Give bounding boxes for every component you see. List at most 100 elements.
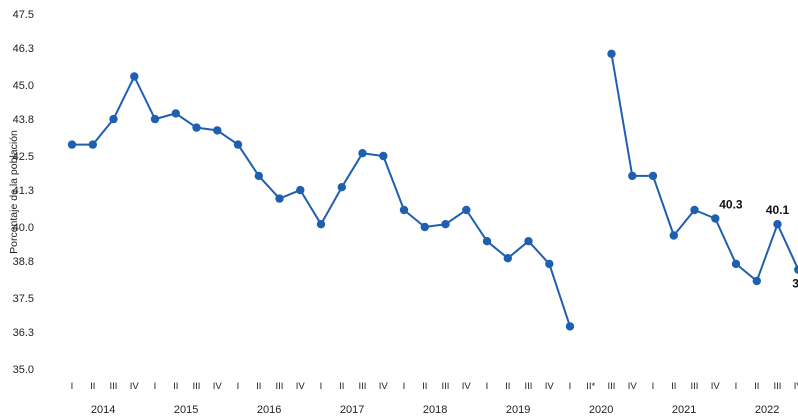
y-tick-label: 47.5 [13, 9, 34, 21]
x-tick-label: I [569, 381, 572, 392]
x-tick-label: II [671, 381, 676, 392]
year-label: 2016 [257, 404, 281, 416]
y-tick-label: 37.5 [13, 293, 34, 305]
year-label: 2017 [340, 404, 364, 416]
data-point [648, 171, 658, 181]
data-point [752, 276, 761, 286]
data-point [213, 126, 222, 135]
data-point [254, 171, 263, 181]
x-tick-label: IV [545, 381, 555, 392]
data-point [773, 220, 782, 229]
year-labels: 2014 2015 2016 2017 2018 2019 2020 2021 2022 [91, 404, 779, 416]
data-point [545, 259, 554, 269]
year-label: 2014 [91, 404, 115, 416]
data-point [130, 72, 139, 81]
x-tick-label: II* [586, 381, 595, 392]
x-tick-label: IV [379, 381, 389, 392]
x-tick-label: I [237, 381, 240, 392]
x-tick-label: II [339, 381, 344, 392]
x-tick-label: III [525, 381, 533, 392]
data-point [503, 254, 512, 263]
data-point [337, 183, 346, 192]
data-point [233, 140, 243, 149]
year-label: 2018 [423, 404, 447, 416]
data-point [711, 214, 720, 223]
x-tick-label: IV [462, 381, 472, 392]
data-point [690, 205, 699, 215]
data-point [192, 123, 201, 132]
y-tick-label: 38.8 [13, 256, 34, 268]
year-label: 2020 [589, 404, 613, 416]
x-tick-label: I [71, 381, 74, 392]
y-tick-label: 40.0 [13, 222, 34, 234]
x-tick-label: I [486, 381, 489, 392]
x-tick-label: III [691, 381, 699, 392]
data-point [296, 185, 305, 195]
data-point [607, 49, 616, 58]
data-point [794, 265, 798, 274]
data-point [731, 259, 741, 269]
x-tick-label: II [90, 381, 95, 392]
data-point [420, 222, 429, 232]
x-tick-label: III [774, 381, 782, 392]
data-point [441, 220, 450, 229]
year-label: 2021 [672, 404, 696, 416]
data-point [67, 140, 77, 149]
y-axis-label: Porcentaje de la población [8, 130, 20, 254]
x-tick-label: I [652, 381, 655, 392]
data-point [171, 109, 180, 118]
x-tick-label: III [359, 381, 367, 392]
data-point [88, 140, 98, 149]
data-label: 40.1 [766, 203, 790, 217]
data-point [565, 322, 575, 331]
y-tick-labels: 35.0 36.3 37.5 38.8 40.0 41.3 42.5 43.8 45.0 46.3… [13, 9, 34, 376]
x-tick-label: III [110, 381, 118, 392]
x-tick-label: II [754, 381, 759, 392]
y-tick-label: 41.3 [13, 185, 34, 197]
data-point [482, 237, 492, 246]
series-lines [72, 53, 798, 327]
data-point [379, 151, 388, 161]
y-tick-label: 43.8 [13, 114, 34, 126]
x-tick-label: III [193, 381, 201, 392]
data-point [462, 205, 471, 215]
x-tick-label: II [256, 381, 261, 392]
x-tick-label: II [173, 381, 178, 392]
x-tick-label: IV [296, 381, 306, 392]
data-point [109, 114, 118, 124]
data-point [150, 114, 160, 124]
x-tick-labels: I II III IV I II III IV I II III IV I II III IV I II III IV… [71, 381, 798, 392]
data-labels: 40.3 40.1 38.5 [719, 197, 798, 290]
year-label: 2022 [755, 404, 779, 416]
data-point [628, 171, 637, 181]
x-tick-label: I [403, 381, 406, 392]
x-tick-label: IV [794, 381, 798, 392]
y-tick-label: 45.0 [13, 80, 34, 92]
x-tick-label: IV [628, 381, 638, 392]
x-tick-label: II [422, 381, 427, 392]
y-tick-label: 35.0 [13, 364, 34, 376]
data-point [275, 194, 284, 203]
x-tick-label: I [735, 381, 738, 392]
y-tick-label: 36.3 [13, 327, 34, 339]
x-tick-label: III [276, 381, 284, 392]
data-point [669, 231, 678, 240]
y-tick-label: 42.5 [13, 151, 34, 163]
series-points [67, 49, 798, 331]
data-point [524, 237, 533, 246]
x-tick-label: I [154, 381, 157, 392]
year-label: 2015 [174, 404, 198, 416]
year-label: 2019 [506, 404, 530, 416]
x-tick-label: IV [711, 381, 721, 392]
x-tick-label: I [320, 381, 323, 392]
data-point [399, 205, 409, 215]
series-line [72, 75, 571, 327]
x-tick-label: IV [213, 381, 223, 392]
data-label: 38.5 [792, 277, 798, 291]
x-tick-label: II [505, 381, 510, 392]
y-tick-label: 46.3 [13, 43, 34, 55]
data-point [358, 149, 367, 158]
x-tick-label: III [442, 381, 450, 392]
data-point [316, 220, 326, 229]
